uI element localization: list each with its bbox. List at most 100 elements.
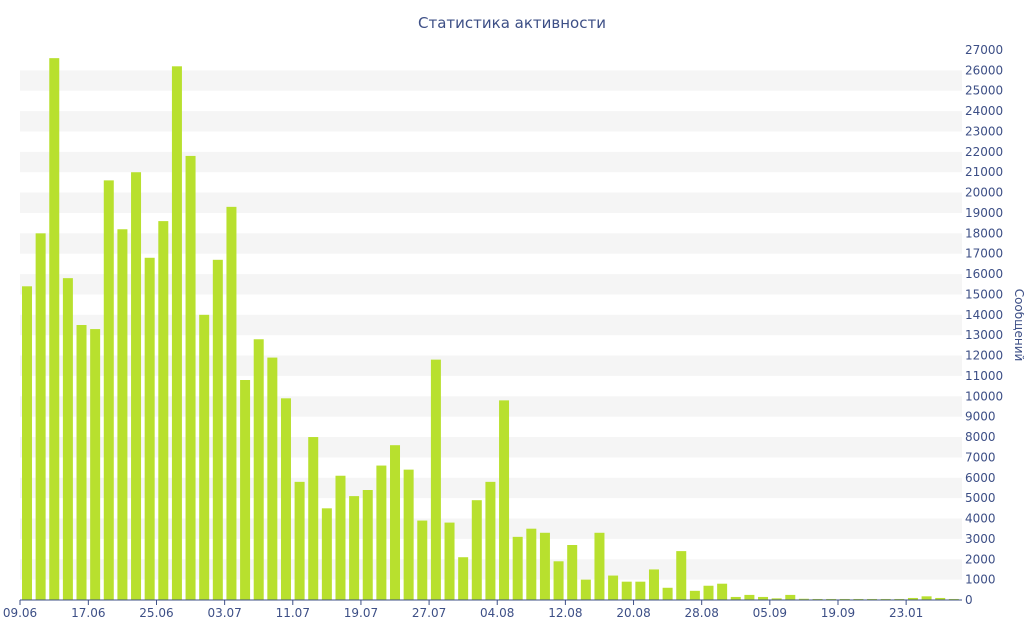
x-tick-label: 20.08 [616,606,650,620]
y-tick-label: 26000 [965,63,1003,77]
y-tick-label: 18000 [965,226,1003,240]
bar [771,598,782,600]
bar [49,58,60,600]
bar [362,490,373,600]
x-axis-ticks: 09.06 17.06 25.06 03.07 11.07 19.07 27.07 04.08… [3,600,923,620]
y-tick-label: 27000 [965,43,1003,57]
y-tick-label: 1000 [965,573,996,587]
bar [785,594,796,600]
x-tick-label: 03.07 [207,606,241,620]
bar [62,278,73,600]
bar [321,508,332,600]
y-tick-label: 3000 [965,532,996,546]
y-tick-label: 14000 [965,308,1003,322]
bar [117,229,128,600]
bar [894,598,905,600]
y-axis-ticks: 0 1000 2000 3000 4000 5000 6000 7000 8000 9000 100… [965,43,1003,607]
bar [458,557,469,600]
x-tick-label: 11.07 [276,606,310,620]
y-tick-label: 22000 [965,145,1003,159]
y-tick-label: 7000 [965,450,996,464]
y-tick-label: 20000 [965,186,1003,200]
bar [35,233,46,600]
y-tick-label: 24000 [965,104,1003,118]
x-tick-label: 04.08 [480,606,514,620]
bar [662,587,673,600]
bar [812,598,823,600]
bar [403,469,414,600]
bar [22,286,32,600]
bar [90,329,101,600]
bar [226,206,237,600]
y-tick-label: 8000 [965,430,996,444]
bar [826,598,837,600]
bars [22,58,959,601]
bar [185,155,196,600]
y-tick-label: 10000 [965,389,1003,403]
y-tick-label: 23000 [965,124,1003,138]
bar [512,536,523,600]
y-tick-label: 12000 [965,349,1003,363]
bar [553,561,564,600]
y-tick-label: 4000 [965,512,996,526]
y-tick-label: 16000 [965,267,1003,281]
x-tick-label: 19.09 [821,606,855,620]
bar [376,465,387,600]
x-tick-label: 12.08 [548,606,582,620]
bar [907,597,918,600]
bar [280,398,291,600]
grid-band [20,274,962,295]
y-axis-title: Сообщений [1012,289,1024,362]
bar [676,551,687,600]
x-tick-label: 09.06 [3,606,37,620]
bar [430,359,441,600]
bar [131,172,142,600]
bar [349,496,360,600]
bar [294,481,305,600]
bar [390,445,401,600]
bar [526,528,537,600]
bar [485,481,496,600]
bar [798,598,809,600]
bar [935,597,946,600]
bar [199,314,210,600]
grid-band [20,314,962,336]
bar [717,583,728,600]
bar [608,575,619,600]
bar [744,594,755,600]
bar [635,581,646,600]
bar [267,357,278,600]
bar [948,598,959,600]
bar [539,532,550,600]
bar [76,325,87,600]
grid-band [20,151,962,173]
y-tick-label: 2000 [965,552,996,566]
bar [158,221,169,601]
bar [212,259,223,600]
bar [730,596,741,600]
bar [703,585,714,600]
x-tick-label: 27.07 [412,606,446,620]
bar [253,339,264,600]
bar [499,400,510,600]
y-tick-label: 15000 [965,287,1003,301]
y-tick-label: 13000 [965,328,1003,342]
x-tick-label: 05.09 [753,606,787,620]
bar [580,579,591,600]
grid-band [20,233,962,254]
grid-band [20,111,962,132]
bar [567,545,578,600]
bar [594,532,605,600]
bar [648,569,659,600]
bar [853,598,864,600]
bar [144,257,155,600]
bar [758,596,769,600]
x-tick-label: 23.01 [889,606,923,620]
y-tick-label: 19000 [965,206,1003,220]
bar [689,590,700,600]
x-tick-label: 17.06 [71,606,105,620]
bar [335,475,346,600]
x-tick-label: 19.07 [344,606,378,620]
